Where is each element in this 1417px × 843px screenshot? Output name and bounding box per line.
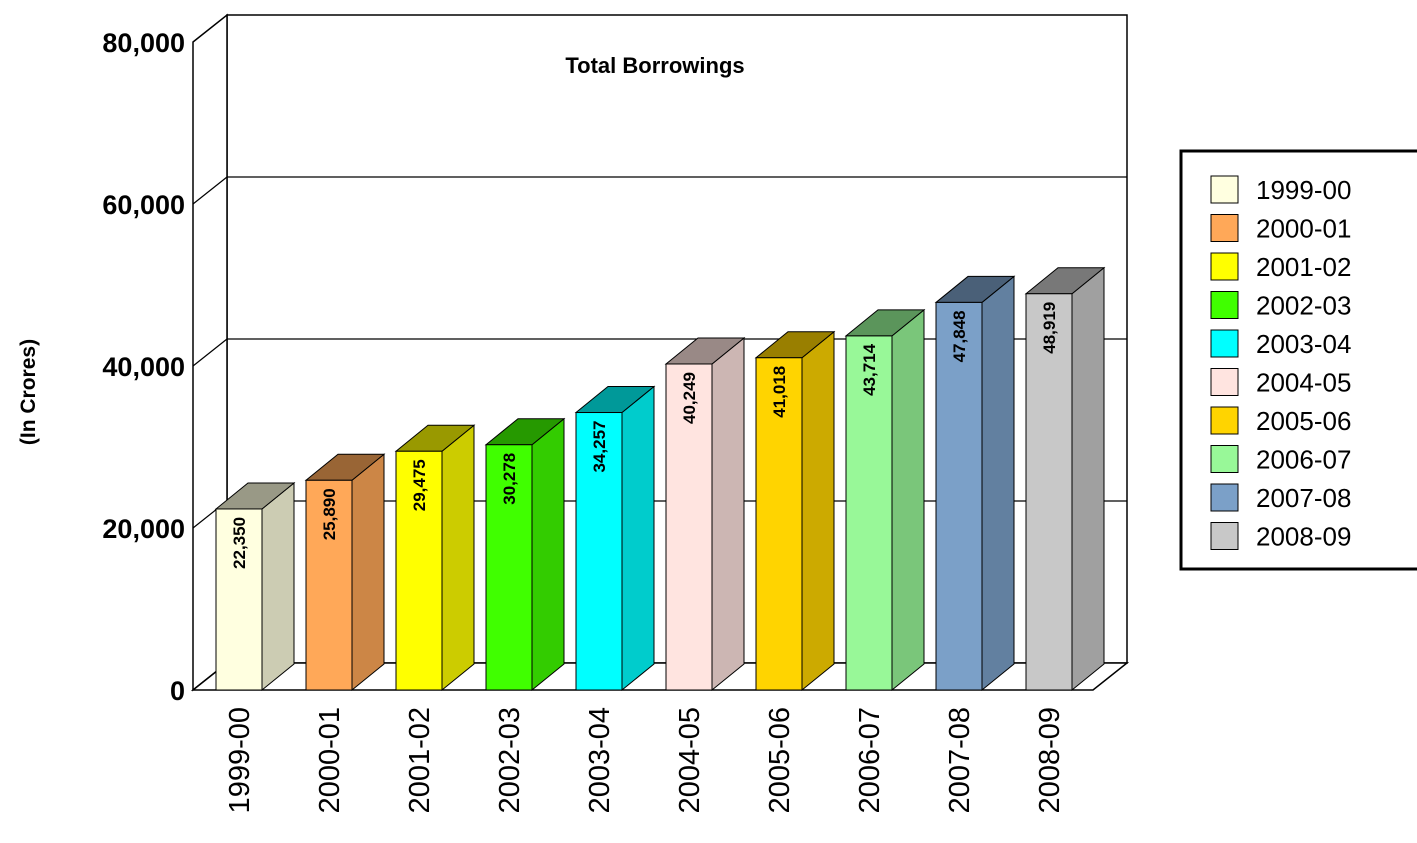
legend-entry: 2002-03 (1256, 291, 1351, 321)
bar-2002-03 (484, 417, 566, 692)
y-tick-label: 40,000 (102, 352, 185, 382)
bars (214, 266, 1106, 692)
bar-front (575, 412, 623, 691)
x-tick-label: 2006-07 (854, 707, 886, 813)
bar-2005-06 (754, 330, 836, 692)
legend-entry: 2000-01 (1256, 214, 1351, 244)
data-label: 30,278 (500, 453, 519, 505)
bar-side (711, 336, 745, 692)
bar-side (351, 453, 385, 692)
bar-2003-04 (574, 385, 656, 692)
bar-front (1025, 293, 1073, 691)
legend: 1999-00 2000-01 2001-02 2002-03 2003-04 2004-… (1179, 149, 1417, 571)
bar-side (1071, 266, 1105, 692)
bar-side (981, 275, 1015, 692)
gridline-side (192, 338, 228, 367)
legend-swatch (1210, 329, 1239, 358)
legend-swatch (1210, 291, 1239, 319)
legend-entry: 2005-06 (1256, 406, 1351, 436)
bar-side (441, 424, 475, 692)
bar-2008-09 (1024, 266, 1106, 692)
x-tick-label: 2000-01 (314, 707, 346, 813)
legend-swatch (1210, 214, 1239, 242)
bar-1999-00 (214, 481, 296, 692)
data-label: 47,848 (950, 310, 969, 362)
x-tick-label: 2001-02 (404, 707, 436, 813)
x-tick-label: 2003-04 (584, 707, 616, 813)
data-label: 25,890 (320, 488, 339, 540)
bar-side (621, 385, 655, 692)
bar-front (305, 479, 353, 691)
data-label: 48,919 (1040, 302, 1059, 354)
bar-front (395, 450, 443, 691)
x-tick-label: 2007-08 (944, 707, 976, 813)
legend-entry: 1999-00 (1256, 175, 1351, 205)
bar-2007-08 (934, 275, 1016, 692)
bar-front (665, 363, 713, 691)
y-tick-label: 60,000 (102, 190, 185, 220)
y-tick-labels: 0 20,000 40,000 60,000 80,000 (102, 28, 185, 706)
legend-entry: 2008-09 (1256, 522, 1351, 552)
legend-entry: 2001-02 (1256, 252, 1351, 282)
x-tick-label: 2002-03 (494, 707, 526, 813)
data-label: 41,018 (770, 366, 789, 418)
bar-side (801, 330, 835, 692)
bar-front (485, 444, 533, 691)
data-label: 34,257 (590, 421, 609, 473)
bar-front (755, 357, 803, 691)
x-tick-label: 2004-05 (674, 707, 706, 813)
y-tick-label: 0 (170, 676, 185, 706)
bar-2000-01 (304, 453, 386, 692)
y-tick-label: 80,000 (102, 28, 185, 58)
bar-2004-05 (664, 336, 746, 692)
data-label: 43,714 (860, 343, 879, 396)
x-tick-label: 1999-00 (224, 707, 256, 813)
gridline-side (192, 176, 228, 205)
bar-2006-07 (844, 308, 926, 692)
legend-swatch (1210, 522, 1239, 550)
legend-swatch (1210, 252, 1239, 281)
chart-title: Total Borrowings (565, 53, 744, 78)
data-label: 29,475 (410, 459, 429, 511)
y-tick-label: 20,000 (102, 514, 185, 544)
bar-side (891, 308, 925, 692)
legend-entry: 2007-08 (1256, 483, 1351, 513)
legend-entry: 2006-07 (1256, 445, 1351, 475)
legend-entry: 2003-04 (1256, 329, 1351, 359)
y-axis-label: (In Crores) (17, 339, 40, 445)
data-label: 22,350 (230, 517, 249, 569)
data-label: 40,249 (680, 372, 699, 424)
legend-swatch (1210, 368, 1239, 396)
bar-side (531, 417, 565, 692)
bar-front (935, 301, 983, 691)
data-labels: 22,350 25,890 29,475 30,278 34,257 40,249 41,0… (230, 302, 1059, 569)
legend-swatch (1210, 445, 1239, 473)
bar-side (261, 481, 295, 692)
x-tick-label: 2008-09 (1034, 707, 1066, 813)
legend-swatch (1210, 175, 1239, 204)
legend-swatch (1210, 483, 1239, 512)
bar-front (215, 508, 263, 691)
legend-swatch (1210, 406, 1239, 435)
bar-front (845, 335, 893, 691)
legend-entry: 2004-05 (1256, 368, 1351, 398)
x-tick-label: 2005-06 (764, 707, 796, 813)
bar-2001-02 (394, 424, 476, 692)
x-tick-labels: 1999-00 2000-01 2001-02 2002-03 2003-04 2004-… (224, 707, 1066, 813)
